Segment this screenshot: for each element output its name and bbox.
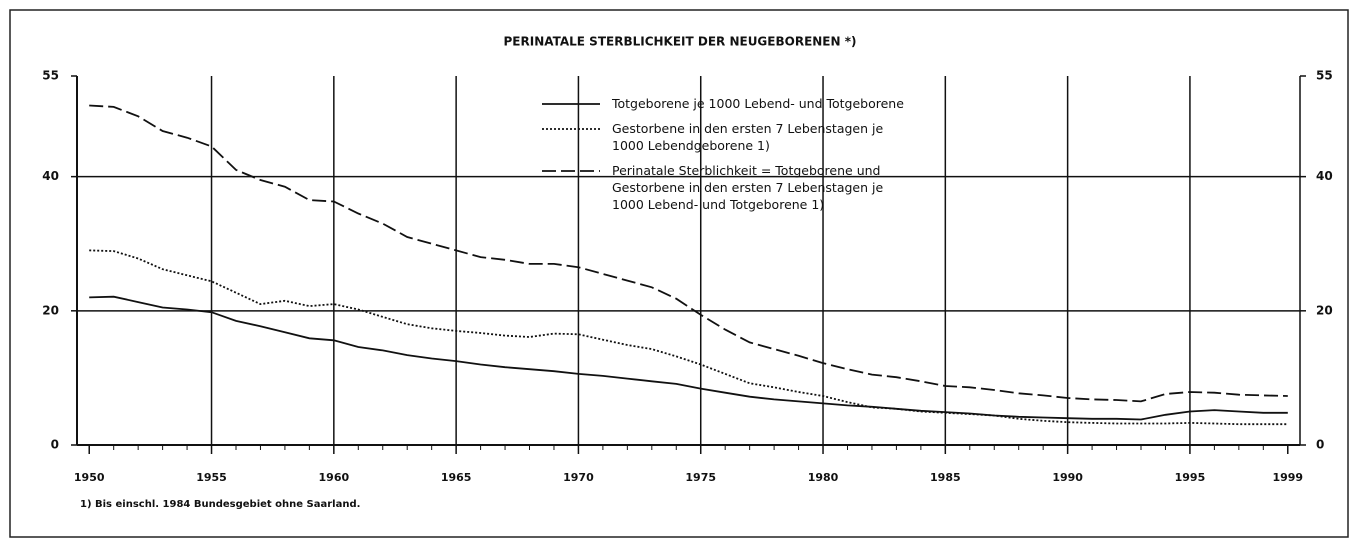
y-tick-label: 0: [51, 438, 59, 452]
y2-tick-label: 55: [1316, 69, 1333, 83]
x-tick-label: 1980: [808, 471, 839, 484]
frame: [9, 9, 1349, 538]
y-tick-label: 55: [42, 69, 59, 83]
legend-label: Perinatale Sterblichkeit = Totgeborene u…: [612, 163, 883, 212]
x-tick-label: 1955: [196, 471, 227, 484]
series-line: [89, 104, 1288, 403]
y2-tick-label: 0: [1316, 438, 1324, 452]
x-tick-label: 1970: [563, 471, 594, 484]
x-tick-label: 1960: [319, 471, 350, 484]
y-tick-label: 40: [42, 169, 59, 183]
y2-tick-label: 20: [1316, 303, 1333, 317]
x-tick-label: 1950: [74, 471, 105, 484]
footnote: 1) Bis einschl. 1984 Bundesgebiet ohne S…: [80, 499, 360, 510]
y2-tick-label: 40: [1316, 169, 1333, 183]
series-line: [89, 295, 1288, 421]
legend-label: Gestorbene in den ersten 7 Lebenstagen j…: [612, 121, 883, 153]
x-tick-label: 1995: [1175, 471, 1206, 484]
series-line: [89, 249, 1288, 426]
x-tick-label: 1985: [930, 471, 961, 484]
x-tick-label: 1990: [1052, 471, 1083, 484]
chart-title: PERINATALE STERBLICHKEIT DER NEUGEBORENE…: [504, 35, 857, 49]
x-tick-label: 1975: [685, 471, 716, 484]
y-tick-label: 20: [42, 303, 59, 317]
x-tick-label: 1999: [1272, 471, 1303, 484]
legend-label: Totgeborene je 1000 Lebend- und Totgebor…: [611, 96, 904, 111]
x-tick-label: 1965: [441, 471, 472, 484]
